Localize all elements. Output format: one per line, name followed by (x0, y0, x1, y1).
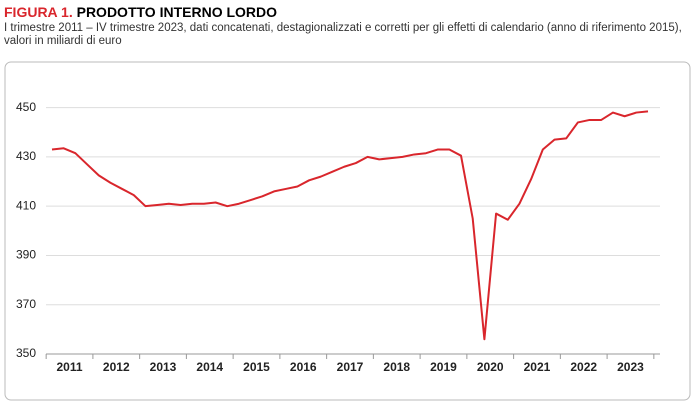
x-tick-label: 2022 (570, 360, 597, 374)
header: FIGURA 1. PRODOTTO INTERNO LORDO I trime… (4, 4, 684, 48)
y-tick-label: 430 (16, 149, 36, 163)
x-tick-label: 2021 (524, 360, 551, 374)
gdp-line (51, 110, 649, 341)
x-tick-label: 2013 (150, 360, 177, 374)
title-row: FIGURA 1. PRODOTTO INTERNO LORDO (4, 4, 684, 20)
subtitle: I trimestre 2011 – IV trimestre 2023, da… (4, 22, 682, 47)
y-tick-label: 390 (16, 248, 36, 262)
y-tick-label: 350 (16, 346, 36, 360)
x-tick-label: 2015 (243, 360, 270, 374)
chart-frame (4, 61, 691, 401)
y-tick-label: 410 (16, 198, 36, 212)
y-tick-label: 370 (16, 297, 36, 311)
x-tick-label: 2020 (477, 360, 504, 374)
x-tick-label: 2016 (290, 360, 317, 374)
x-tick-label: 2018 (383, 360, 410, 374)
x-tick-label: 2023 (617, 360, 644, 374)
x-tick-label: 2012 (103, 360, 130, 374)
chart-title: PRODOTTO INTERNO LORDO (76, 4, 278, 20)
x-tick-label: 2011 (57, 360, 83, 374)
x-tick-label: 2019 (430, 360, 457, 374)
x-tick-label: 2017 (337, 360, 364, 374)
y-tick-label: 450 (16, 100, 36, 114)
x-tick-label: 2014 (196, 360, 223, 374)
figure-label: FIGURA 1. (4, 4, 73, 20)
